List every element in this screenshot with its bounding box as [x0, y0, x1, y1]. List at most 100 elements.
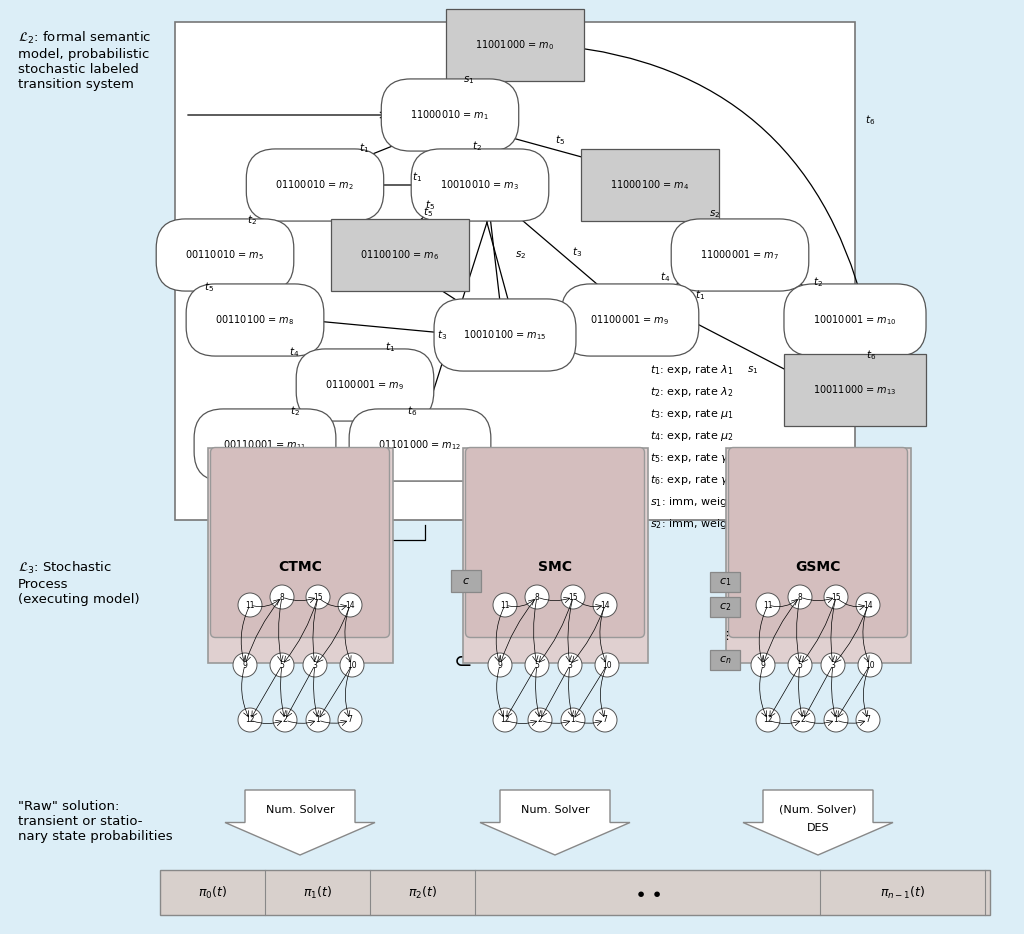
Circle shape — [856, 593, 880, 617]
Text: 10: 10 — [347, 660, 356, 670]
Text: 11: 11 — [501, 601, 510, 610]
Text: $t_3$: $t_3$ — [572, 246, 582, 260]
FancyBboxPatch shape — [463, 447, 647, 662]
Circle shape — [338, 708, 362, 732]
Text: 1: 1 — [834, 715, 839, 725]
Text: 10010001 = $m_{10}$: 10010001 = $m_{10}$ — [813, 313, 897, 327]
Circle shape — [561, 585, 585, 609]
Text: $t_1$: $t_1$ — [413, 170, 423, 184]
Text: 11001000 = $m_0$: 11001000 = $m_0$ — [475, 38, 555, 52]
Text: $t_4$: exp, rate $\mu_2$: $t_4$: exp, rate $\mu_2$ — [650, 429, 734, 443]
Text: 8: 8 — [798, 592, 803, 601]
Circle shape — [340, 653, 364, 677]
Circle shape — [788, 653, 812, 677]
Text: DES: DES — [807, 823, 829, 833]
Text: 11000100 = $m_4$: 11000100 = $m_4$ — [610, 178, 690, 191]
Text: 11000001 = $m_7$: 11000001 = $m_7$ — [700, 248, 779, 262]
Circle shape — [824, 585, 848, 609]
Circle shape — [303, 653, 327, 677]
Circle shape — [233, 653, 257, 677]
Text: $\subset$: $\subset$ — [449, 650, 471, 670]
Text: 11: 11 — [246, 601, 255, 610]
Circle shape — [856, 708, 880, 732]
Text: $\mathcal{L}_2$: formal semantic
model, probabilistic
stochastic labeled
transit: $\mathcal{L}_2$: formal semantic model, … — [18, 30, 152, 92]
FancyBboxPatch shape — [710, 572, 740, 592]
FancyBboxPatch shape — [451, 570, 481, 592]
Text: 1: 1 — [315, 715, 321, 725]
Text: 15: 15 — [313, 592, 323, 601]
Text: GSMC: GSMC — [796, 560, 841, 574]
Text: $\bullet\bullet$: $\bullet\bullet$ — [634, 883, 660, 902]
Text: 10: 10 — [865, 660, 874, 670]
Circle shape — [273, 708, 297, 732]
Text: $t_5$: $t_5$ — [425, 198, 435, 212]
Circle shape — [558, 653, 582, 677]
Text: 8: 8 — [280, 592, 285, 601]
Text: $t_2$: $t_2$ — [813, 276, 822, 290]
Text: 2: 2 — [538, 715, 543, 725]
Text: 00111000 = $m_{14}$: 00111000 = $m_{14}$ — [248, 498, 332, 512]
Circle shape — [306, 708, 330, 732]
Text: 3: 3 — [830, 660, 836, 670]
Circle shape — [595, 653, 618, 677]
Text: $s_2$: imm, weight 1: $s_2$: imm, weight 1 — [650, 517, 750, 531]
Text: $\pi_0(t)$: $\pi_0(t)$ — [198, 884, 227, 900]
Text: $\mathcal{L}_3$: Stochastic
Process
(executing model): $\mathcal{L}_3$: Stochastic Process (exe… — [18, 560, 139, 606]
Text: 00110010 = $m_5$: 00110010 = $m_5$ — [185, 248, 264, 262]
Text: 12: 12 — [763, 715, 773, 725]
Text: $t_6$: $t_6$ — [865, 113, 876, 127]
Circle shape — [238, 593, 262, 617]
FancyBboxPatch shape — [710, 597, 740, 617]
Text: $s_2$: $s_2$ — [710, 208, 721, 219]
FancyBboxPatch shape — [725, 447, 910, 662]
Circle shape — [593, 708, 617, 732]
Circle shape — [756, 593, 780, 617]
Text: $c_2$: $c_2$ — [719, 601, 731, 613]
Text: 3: 3 — [312, 660, 317, 670]
Text: 10: 10 — [602, 660, 611, 670]
Text: 11: 11 — [763, 601, 773, 610]
Circle shape — [593, 593, 617, 617]
Text: $t_2$: exp, rate $\lambda_2$: $t_2$: exp, rate $\lambda_2$ — [650, 385, 733, 399]
Circle shape — [788, 585, 812, 609]
Text: 01100100 = $m_6$: 01100100 = $m_6$ — [360, 248, 439, 262]
Circle shape — [821, 653, 845, 677]
Text: 14: 14 — [345, 601, 354, 610]
Circle shape — [270, 653, 294, 677]
Circle shape — [824, 708, 848, 732]
Text: SMC: SMC — [538, 560, 572, 574]
Text: 7: 7 — [865, 715, 870, 725]
Text: $t_2$: $t_2$ — [472, 139, 482, 153]
Circle shape — [751, 653, 775, 677]
Text: $t_1$: $t_1$ — [695, 289, 706, 303]
Circle shape — [756, 708, 780, 732]
Text: 7: 7 — [602, 715, 607, 725]
Text: $s_1$: imm, weight 1: $s_1$: imm, weight 1 — [650, 495, 750, 509]
FancyBboxPatch shape — [728, 447, 907, 638]
Text: $t_3$: $t_3$ — [437, 328, 447, 342]
Text: 3: 3 — [567, 660, 572, 670]
Text: 15: 15 — [568, 592, 578, 601]
Circle shape — [528, 708, 552, 732]
Circle shape — [525, 653, 549, 677]
Circle shape — [525, 585, 549, 609]
Circle shape — [338, 593, 362, 617]
FancyBboxPatch shape — [466, 447, 644, 638]
Text: 8: 8 — [535, 592, 540, 601]
Text: 10011000 = $m_{13}$: 10011000 = $m_{13}$ — [813, 383, 897, 397]
Text: $\pi_2(t)$: $\pi_2(t)$ — [408, 884, 437, 900]
Text: $s_1$: $s_1$ — [463, 74, 474, 86]
Text: $\vdots$: $\vdots$ — [721, 630, 729, 643]
Bar — [175, 22, 855, 520]
Text: $s_1$: $s_1$ — [746, 364, 758, 375]
Text: $t_5$: $t_5$ — [204, 280, 214, 294]
Text: $\subset$: $\subset$ — [706, 650, 728, 670]
Polygon shape — [743, 790, 893, 855]
Text: $t_2$: $t_2$ — [247, 213, 257, 227]
Text: $t_4$: $t_4$ — [289, 346, 299, 360]
Text: 7: 7 — [347, 715, 352, 725]
Text: $c_n$: $c_n$ — [719, 654, 731, 666]
Text: 5: 5 — [535, 660, 540, 670]
Text: $t_4$: $t_4$ — [659, 271, 670, 284]
FancyBboxPatch shape — [710, 650, 740, 670]
